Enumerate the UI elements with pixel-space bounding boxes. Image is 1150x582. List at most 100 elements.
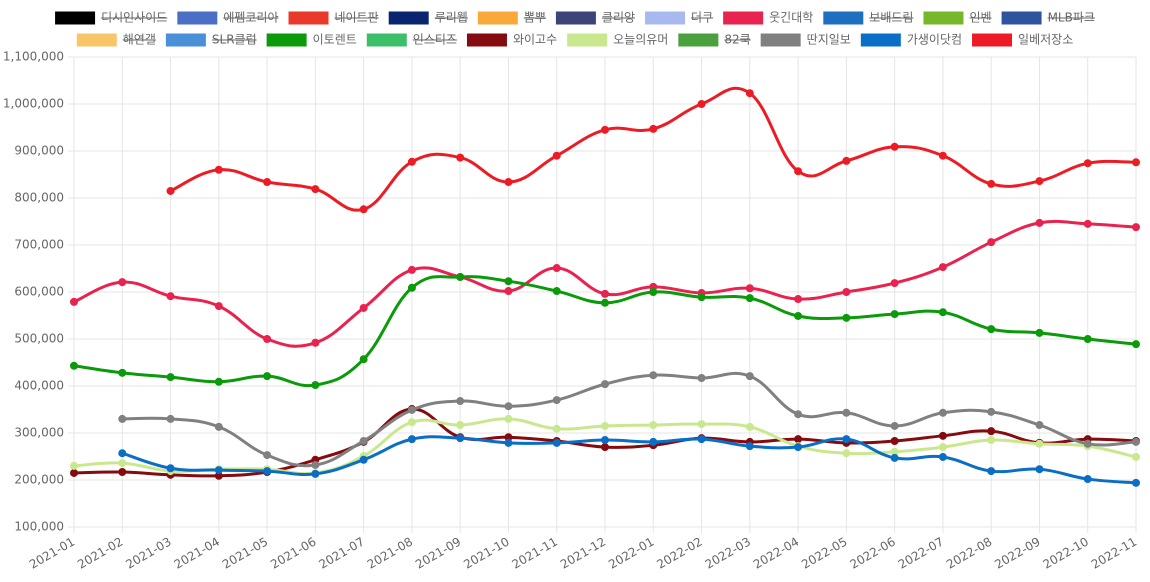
point bbox=[842, 156, 851, 165]
point bbox=[359, 355, 368, 364]
point bbox=[794, 435, 803, 444]
point bbox=[987, 427, 996, 436]
point bbox=[70, 361, 78, 370]
point bbox=[552, 287, 561, 296]
legend-item[interactable]: 오늘의유머 bbox=[567, 33, 668, 47]
point bbox=[987, 179, 996, 188]
x-tick-label: 2021-12 bbox=[558, 535, 608, 572]
legend-item[interactable]: 웃긴대학 bbox=[723, 11, 813, 25]
legend-item[interactable]: 에펨코리아 bbox=[177, 11, 279, 25]
point bbox=[263, 451, 272, 460]
legend-swatch bbox=[678, 33, 719, 47]
legend-item[interactable]: 일베저장소 bbox=[972, 33, 1073, 47]
point bbox=[601, 125, 609, 134]
point bbox=[311, 338, 320, 347]
point bbox=[263, 178, 272, 187]
legend-swatch bbox=[55, 11, 96, 25]
point bbox=[842, 408, 851, 417]
series bbox=[70, 272, 1140, 390]
legend-item[interactable]: 네이트판 bbox=[288, 11, 379, 25]
legend-item[interactable]: 뽐뿌 bbox=[477, 11, 546, 25]
x-tick-label: 2021-08 bbox=[365, 535, 415, 572]
x-tick-label: 2021-09 bbox=[413, 535, 463, 572]
point bbox=[987, 238, 996, 247]
point bbox=[794, 311, 803, 320]
legend-swatch bbox=[645, 11, 686, 25]
point bbox=[1083, 439, 1092, 448]
point bbox=[407, 405, 416, 414]
point bbox=[118, 449, 127, 458]
point bbox=[214, 165, 223, 174]
legend-item[interactable]: 82쿡 bbox=[678, 33, 751, 47]
point bbox=[890, 142, 899, 151]
point bbox=[890, 436, 899, 445]
point bbox=[407, 435, 416, 444]
legend-item[interactable]: 디시인사이드 bbox=[55, 11, 168, 25]
point bbox=[214, 377, 223, 386]
legend-item[interactable]: SLR클럽 bbox=[165, 33, 257, 47]
point bbox=[794, 410, 803, 419]
point bbox=[890, 453, 899, 462]
series bbox=[166, 86, 1140, 214]
legend-item[interactable]: 클리앙 bbox=[555, 11, 636, 25]
legend-item[interactable]: 더쿠 bbox=[645, 11, 714, 25]
y-tick-label: 1,000,000 bbox=[3, 97, 64, 111]
point bbox=[166, 373, 175, 382]
point bbox=[649, 124, 658, 133]
legend-item[interactable]: 루리웹 bbox=[388, 11, 468, 25]
point bbox=[552, 396, 561, 405]
x-tick-label: 2021-10 bbox=[461, 535, 511, 572]
legend-item[interactable]: 딴지일보 bbox=[760, 33, 851, 47]
point bbox=[697, 420, 706, 429]
line bbox=[121, 435, 1137, 485]
legend-swatch bbox=[388, 11, 429, 25]
point bbox=[552, 438, 561, 447]
point bbox=[118, 414, 127, 423]
legend-item[interactable]: 보배드림 bbox=[823, 11, 914, 25]
point bbox=[938, 151, 947, 160]
point bbox=[214, 466, 223, 475]
legend-item[interactable]: 인스티즈 bbox=[366, 33, 457, 47]
point bbox=[359, 436, 368, 445]
point bbox=[1132, 158, 1140, 167]
y-tick-label: 300,000 bbox=[14, 426, 64, 440]
x-tick-label: 2021-02 bbox=[75, 535, 125, 572]
x-tick-label: 2022-09 bbox=[992, 535, 1042, 572]
point bbox=[166, 414, 175, 423]
y-tick-label: 600,000 bbox=[14, 285, 64, 299]
point bbox=[987, 467, 996, 476]
point bbox=[697, 293, 706, 302]
point bbox=[938, 452, 947, 461]
y-tick-label: 100,000 bbox=[14, 520, 64, 534]
x-tick-label: 2021-03 bbox=[123, 535, 173, 572]
point bbox=[407, 265, 416, 274]
x-tick-label: 2021-06 bbox=[268, 535, 318, 572]
point bbox=[407, 157, 416, 166]
point bbox=[456, 272, 465, 281]
legend-item[interactable]: 와이고수 bbox=[466, 33, 557, 47]
point bbox=[166, 292, 175, 301]
legend-swatch bbox=[1001, 11, 1042, 25]
point bbox=[504, 277, 513, 286]
point bbox=[745, 372, 754, 381]
line bbox=[122, 371, 1137, 468]
point bbox=[938, 408, 947, 417]
point bbox=[407, 283, 416, 292]
y-tick-label: 800,000 bbox=[14, 191, 64, 205]
point bbox=[70, 297, 78, 306]
legend-item[interactable]: 인벤 bbox=[923, 11, 992, 25]
point bbox=[311, 469, 320, 478]
legend-item[interactable]: 해연갤 bbox=[76, 33, 156, 47]
point bbox=[794, 167, 803, 176]
point bbox=[987, 436, 996, 445]
point bbox=[359, 205, 368, 214]
legend-item[interactable]: MLB파크 bbox=[1001, 11, 1095, 25]
legend-item[interactable]: 가생이닷컴 bbox=[860, 33, 962, 47]
point bbox=[1132, 478, 1140, 487]
point bbox=[359, 303, 368, 312]
point bbox=[890, 279, 899, 288]
legend-item[interactable]: 이토렌트 bbox=[266, 33, 357, 47]
point bbox=[504, 438, 513, 447]
x-tick-label: 2022-04 bbox=[751, 535, 801, 572]
series bbox=[118, 434, 1140, 487]
